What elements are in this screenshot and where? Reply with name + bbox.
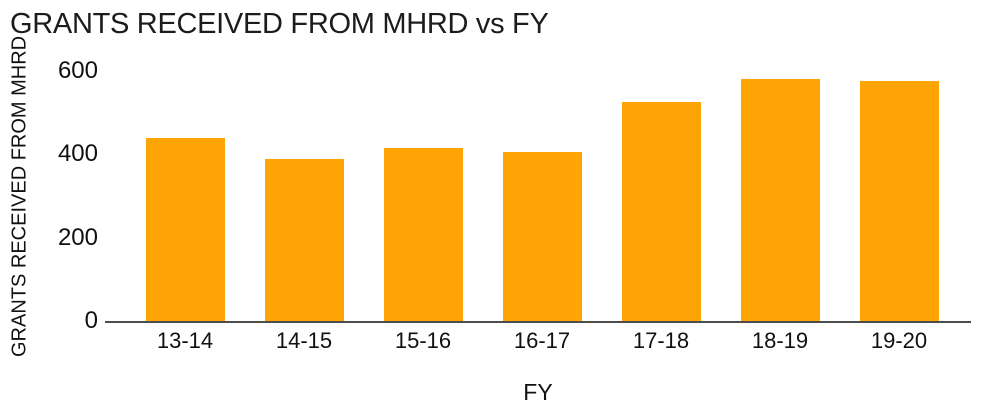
bar-17-18 xyxy=(621,102,701,321)
x-tick-label-19-20: 19-20 xyxy=(870,328,928,353)
bar-19-20 xyxy=(859,81,939,321)
bar-15-16 xyxy=(383,148,463,321)
x-tick-label-16-17: 16-17 xyxy=(513,328,571,353)
x-tick-label-15-16: 15-16 xyxy=(394,328,452,353)
y-tick-label-600: 600 xyxy=(57,57,98,84)
y-tick-label-0: 0 xyxy=(84,307,98,334)
bar-14-15 xyxy=(264,158,344,321)
x-axis-tick-labels: 13-14 14-15 15-16 16-17 17-18 18-19 19-20 xyxy=(105,330,971,352)
x-tick-label-18-19: 18-19 xyxy=(751,328,809,353)
y-tick-label-200: 200 xyxy=(57,223,98,251)
bar-series xyxy=(105,71,971,321)
y-tick-label-400: 400 xyxy=(57,140,98,168)
bar-18-19 xyxy=(740,79,820,321)
bar-16-17 xyxy=(502,152,582,321)
y-axis-tick-labels: 0 200 400 600 xyxy=(0,59,98,333)
x-tick-label-13-14: 13-14 xyxy=(156,328,214,353)
bar-13-14 xyxy=(145,137,225,321)
plot-area xyxy=(105,71,971,323)
chart-title: GRANTS RECEIVED FROM MHRD vs FY xyxy=(10,8,549,40)
x-axis-title: FY xyxy=(523,379,553,405)
x-tick-label-14-15: 14-15 xyxy=(275,328,333,353)
x-tick-label-17-18: 17-18 xyxy=(632,328,690,353)
